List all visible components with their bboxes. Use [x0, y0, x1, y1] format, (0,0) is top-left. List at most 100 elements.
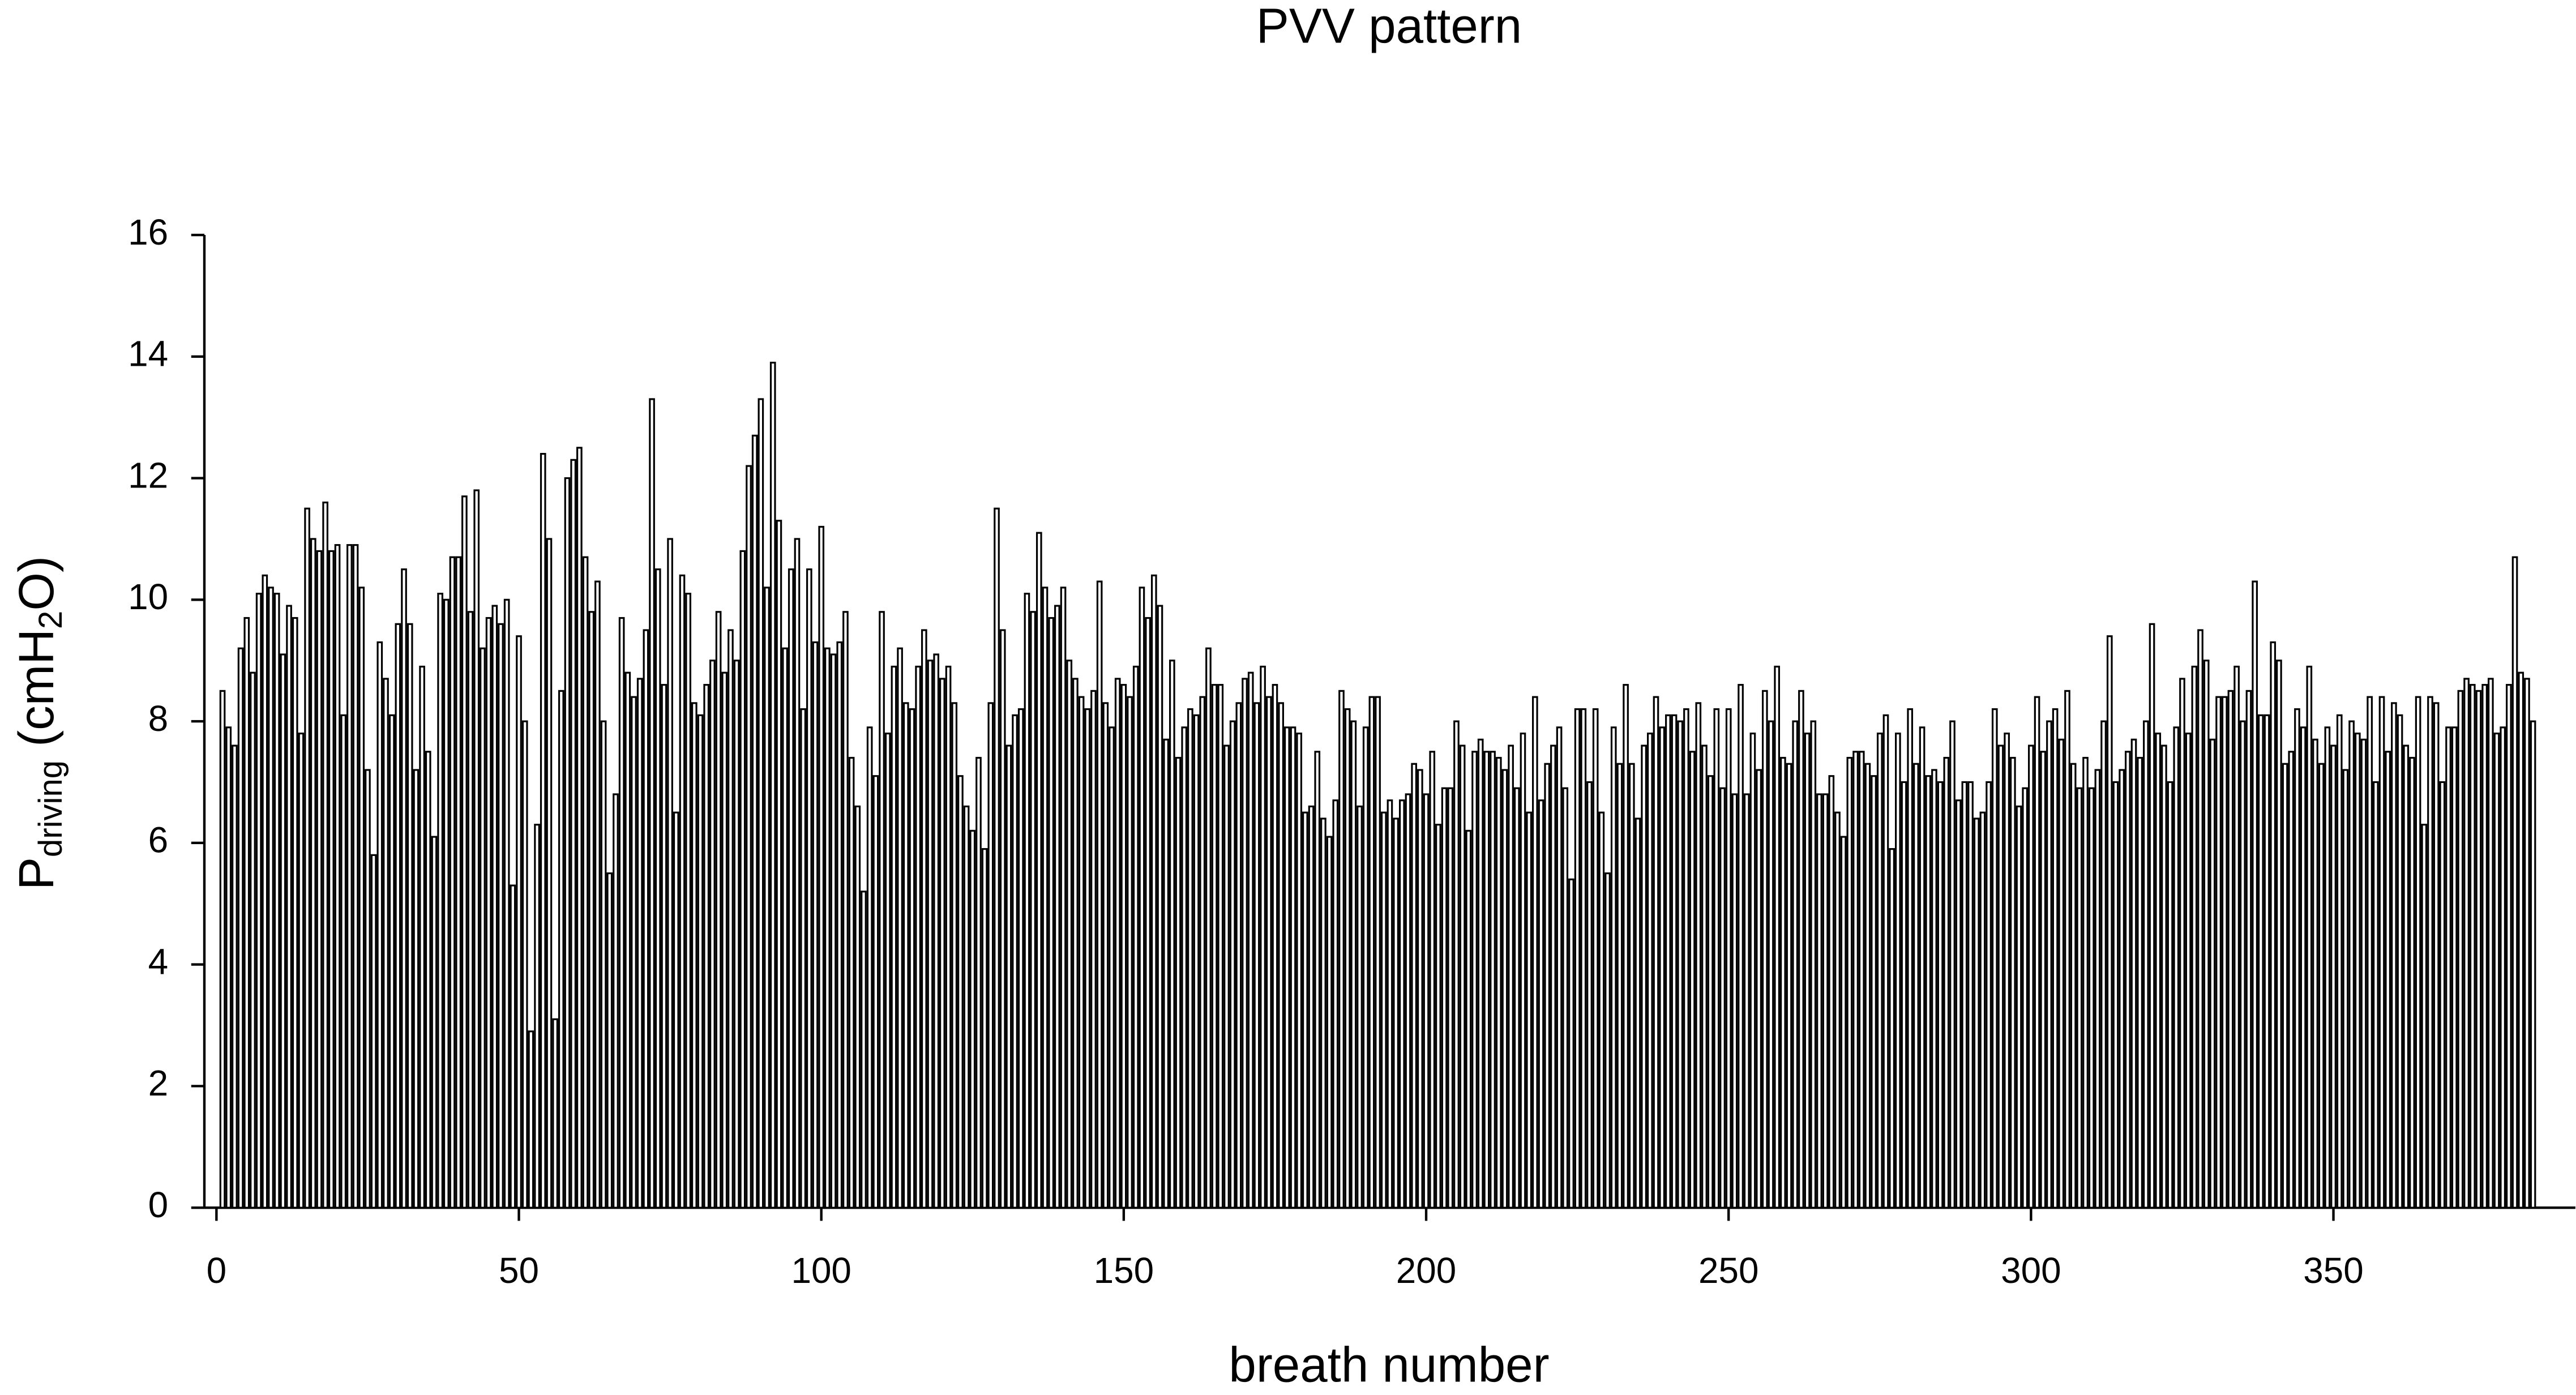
bar [1163, 738, 1169, 1209]
bar [2263, 714, 2270, 1209]
bar [2415, 696, 2421, 1209]
bar [1017, 708, 1024, 1209]
bar [606, 872, 613, 1209]
bar [1447, 787, 1454, 1209]
bar [1986, 781, 1992, 1209]
bar [1320, 818, 1326, 1209]
x-tick-label: 0 [207, 1250, 227, 1291]
bar [2360, 738, 2367, 1209]
bar [2094, 769, 2101, 1209]
bar [1913, 763, 1919, 1209]
bar [951, 702, 958, 1209]
bar [1616, 763, 1623, 1209]
bar [2076, 787, 2083, 1209]
bar [2270, 641, 2277, 1209]
bar [1423, 793, 1430, 1209]
bar [1380, 811, 1387, 1209]
bar [994, 507, 1000, 1209]
bar [1604, 872, 1611, 1209]
bar [2070, 763, 2077, 1209]
bar [1495, 756, 1502, 1209]
bar [1387, 799, 1393, 1209]
bar [2445, 726, 2451, 1209]
bar [1453, 720, 1460, 1209]
bar [2046, 720, 2052, 1209]
bar [2016, 805, 2022, 1209]
bar [1030, 611, 1036, 1209]
bar [1398, 799, 1405, 1209]
bar [1931, 769, 1937, 1209]
bar [334, 544, 341, 1209]
bar [1060, 587, 1067, 1209]
bar [1005, 744, 1012, 1209]
bar [2433, 702, 2440, 1209]
bar [1961, 781, 1968, 1209]
bar [2100, 720, 2107, 1209]
bar [1350, 720, 1357, 1209]
bar [358, 587, 365, 1209]
bar [2130, 738, 2137, 1209]
bar [2082, 756, 2089, 1209]
bar [746, 465, 752, 1209]
bar [1665, 714, 1671, 1209]
bar [1375, 696, 1381, 1209]
y-label-sub: driving [32, 760, 69, 857]
bar [1792, 720, 1799, 1209]
bar [654, 568, 661, 1209]
bar [1592, 708, 1599, 1209]
bar [715, 611, 722, 1209]
bar [2481, 684, 2488, 1209]
bar [1586, 781, 1593, 1209]
bar [1695, 702, 1702, 1209]
bar [1907, 708, 1914, 1209]
y-label-part: O) [9, 556, 64, 611]
bar [794, 538, 801, 1209]
bar [2161, 744, 2167, 1209]
bar [2239, 720, 2246, 1209]
bar [2191, 665, 2198, 1209]
bar [842, 611, 849, 1209]
bar [2312, 738, 2318, 1209]
bar [1490, 751, 1496, 1209]
y-tick-label: 14 [128, 333, 168, 374]
bar [1520, 732, 1526, 1209]
bar [1816, 793, 1822, 1209]
bar [728, 629, 734, 1209]
bar [1822, 793, 1829, 1209]
bar [2330, 744, 2337, 1209]
bar [1610, 726, 1617, 1209]
bar [909, 708, 915, 1209]
bar [1756, 769, 1762, 1209]
bar [721, 671, 728, 1209]
bar [2227, 690, 2234, 1209]
bar [2378, 696, 2385, 1209]
bar [1798, 690, 1804, 1209]
bar [981, 848, 988, 1209]
bar [1253, 702, 1260, 1209]
bar [902, 702, 909, 1209]
bar [570, 459, 577, 1209]
bar [999, 629, 1006, 1209]
bar [933, 653, 940, 1209]
bar [1725, 708, 1732, 1209]
bar [1562, 787, 1569, 1209]
bar [1623, 684, 1629, 1209]
bar [1169, 660, 1175, 1209]
bar [2530, 720, 2536, 1209]
bar [480, 647, 486, 1209]
bar [1641, 744, 1647, 1209]
bar [649, 398, 655, 1209]
bar [1598, 811, 1605, 1209]
bar [848, 756, 855, 1209]
bar [969, 829, 976, 1209]
bar [1768, 720, 1774, 1209]
y-axis-label: Pdriving (cmH2O) [9, 556, 70, 890]
bar [2197, 629, 2203, 1209]
bar [2324, 726, 2331, 1209]
bar [503, 598, 510, 1209]
bar [1804, 732, 1811, 1209]
bar [2367, 696, 2373, 1209]
bar [1713, 708, 1720, 1209]
bar [613, 793, 619, 1209]
bar [1054, 605, 1060, 1209]
